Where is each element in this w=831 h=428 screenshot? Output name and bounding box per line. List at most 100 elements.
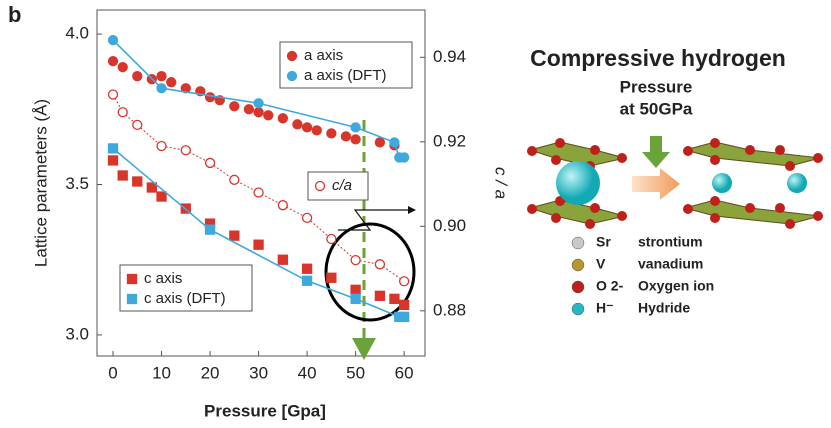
- x-tick-label: 60: [395, 363, 414, 382]
- data-point: [311, 125, 322, 136]
- data-point: [263, 110, 274, 121]
- data-point: [229, 174, 240, 185]
- key-sphere: [571, 236, 585, 250]
- data-point: [398, 299, 410, 311]
- panel-label: b: [8, 2, 21, 27]
- y2-tick-label: 0.88: [433, 300, 466, 319]
- pressure-label: at 50GPa: [620, 99, 693, 118]
- data-point: [253, 239, 264, 250]
- x-tick-label: 30: [249, 363, 268, 382]
- data-point: [156, 83, 167, 94]
- key-symbol: O 2-: [596, 278, 624, 294]
- data-point: [398, 276, 410, 287]
- data-point: [326, 233, 337, 245]
- data-point: [253, 98, 264, 109]
- pressure-label: Pressure: [620, 77, 693, 96]
- data-point: [326, 128, 337, 139]
- data-point: [243, 104, 255, 115]
- data-point: [132, 119, 143, 131]
- legend-label: a axis: [304, 47, 343, 64]
- key-label: Oxygen ion: [638, 278, 714, 294]
- legend-marker: [286, 70, 298, 82]
- y-axis-label: Lattice parameters (Å): [31, 99, 50, 267]
- data-point: [340, 131, 352, 142]
- data-point: [204, 157, 216, 169]
- data-point: [229, 101, 240, 112]
- data-point: [374, 290, 386, 301]
- x-tick-label: 40: [298, 363, 317, 382]
- key-label: Hydride: [638, 300, 690, 316]
- legend-label: a axis (DFT): [304, 67, 387, 84]
- data-point: [350, 134, 361, 145]
- data-point: [277, 113, 288, 124]
- data-point: [350, 254, 361, 266]
- legend-label: c axis (DFT): [144, 290, 226, 307]
- headline: Compressive hydrogen: [530, 45, 786, 71]
- x-tick-label: 50: [346, 363, 365, 382]
- crystal-diagram: [527, 136, 823, 229]
- key-sphere: [571, 302, 585, 316]
- key-symbol: H⁻: [596, 300, 614, 316]
- guide-arrow: [352, 338, 376, 360]
- y2-tick-label: 0.90: [433, 216, 466, 235]
- key-symbol: V: [596, 256, 606, 272]
- data-point: [292, 119, 303, 130]
- legend-marker: [126, 293, 138, 305]
- data-point: [180, 145, 191, 156]
- key-sphere: [571, 258, 585, 272]
- data-point: [253, 187, 264, 198]
- x-tick-label: 20: [201, 363, 220, 382]
- data-point: [350, 284, 361, 295]
- y2-tick-label: 0.94: [433, 47, 466, 66]
- key-sphere: [571, 280, 585, 294]
- data-point: [204, 92, 216, 103]
- data-point: [146, 182, 157, 193]
- data-point: [132, 176, 143, 187]
- data-point: [301, 122, 313, 133]
- ca-pointer: [338, 209, 408, 231]
- legend-marker: [126, 273, 138, 285]
- data-point: [156, 71, 167, 82]
- data-point: [117, 107, 128, 118]
- data-point: [398, 152, 410, 163]
- legend-marker: [286, 50, 298, 62]
- legend-box: [279, 41, 413, 89]
- data-point: [117, 62, 128, 73]
- data-point: [398, 311, 410, 323]
- data-point: [107, 55, 119, 67]
- data-point: [301, 212, 313, 224]
- data-point: [301, 263, 313, 274]
- data-point: [132, 71, 143, 82]
- data-point: [156, 191, 167, 202]
- key-label: strontium: [638, 234, 703, 250]
- legend-marker: [314, 180, 326, 192]
- y-tick-label: 4.0: [65, 24, 89, 43]
- y-tick-label: 3.0: [65, 324, 89, 343]
- data-point: [107, 143, 119, 154]
- data-point: [350, 122, 361, 133]
- data-point: [253, 107, 264, 118]
- legend-box: [119, 264, 253, 312]
- plot-frame: [96, 9, 426, 357]
- key-symbol: Sr: [596, 234, 611, 250]
- data-point: [229, 230, 240, 241]
- legend-label: c axis: [144, 270, 182, 287]
- data-point: [277, 254, 288, 265]
- data-point: [166, 77, 177, 88]
- ca-pointer-head: [408, 206, 416, 214]
- legend-label: c/a: [332, 177, 352, 194]
- x-tick-label: 10: [152, 363, 171, 382]
- data-point: [326, 272, 337, 283]
- data-point: [350, 293, 361, 304]
- data-point: [107, 89, 119, 100]
- data-point: [374, 137, 386, 148]
- data-point: [117, 170, 128, 181]
- y2-axis-label: c / a: [492, 167, 511, 199]
- data-point: [389, 293, 400, 304]
- data-point: [107, 34, 119, 46]
- data-point: [301, 275, 313, 286]
- x-axis-label: Pressure [Gpa]: [204, 401, 326, 420]
- series-line: [112, 94, 405, 282]
- data-point: [374, 259, 386, 270]
